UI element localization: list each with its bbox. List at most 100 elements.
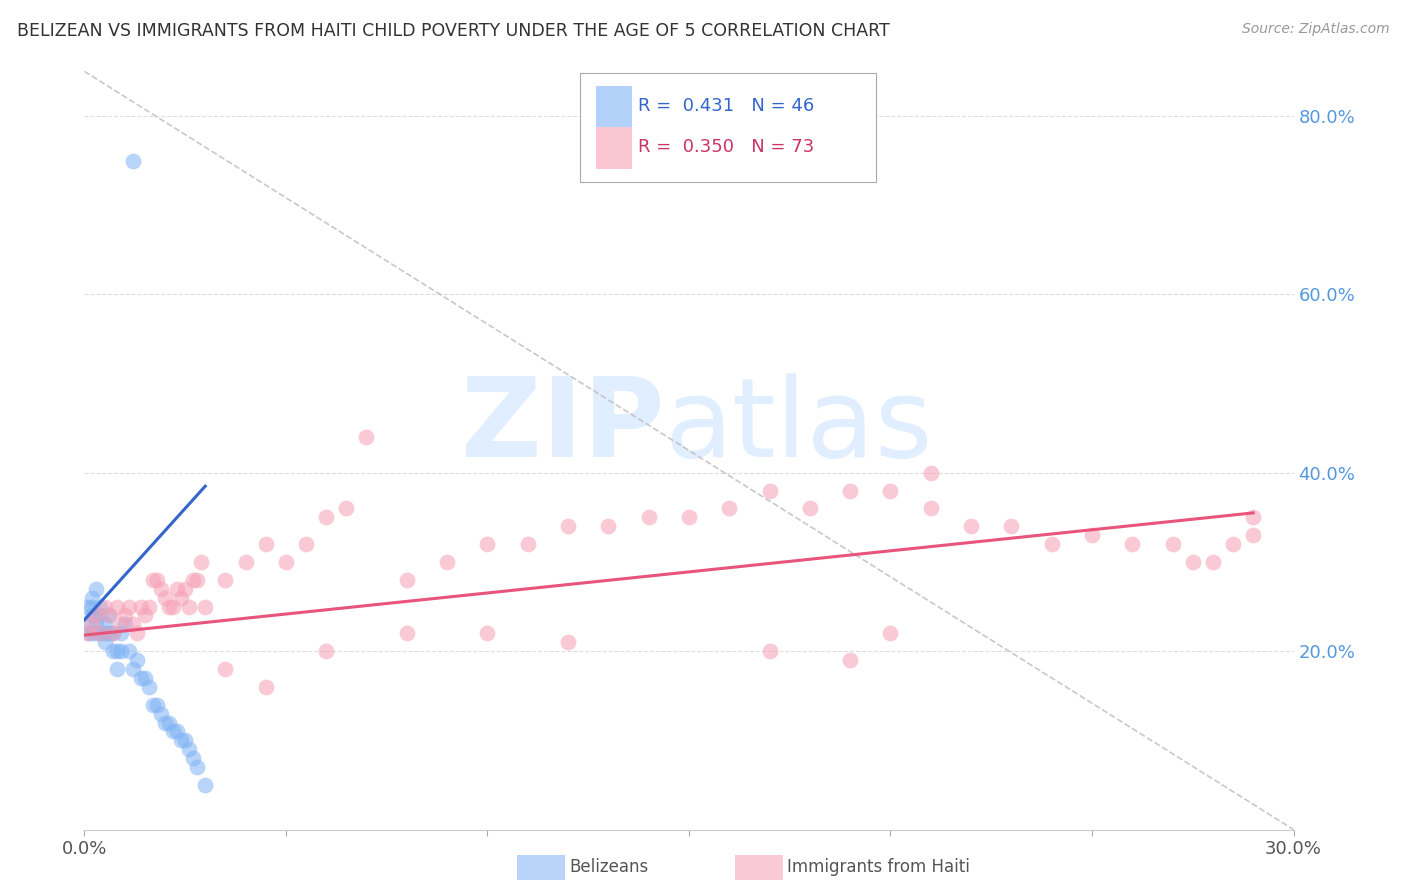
Point bbox=[186, 573, 208, 587]
Text: atlas: atlas bbox=[665, 373, 934, 480]
Point bbox=[138, 599, 160, 614]
Point bbox=[110, 617, 132, 632]
Point bbox=[101, 626, 124, 640]
Point bbox=[214, 573, 236, 587]
Point bbox=[477, 537, 499, 551]
Text: R =  0.431   N = 46: R = 0.431 N = 46 bbox=[638, 97, 814, 115]
Point bbox=[121, 617, 143, 632]
Point bbox=[82, 608, 104, 623]
Point bbox=[170, 591, 193, 605]
Point bbox=[166, 582, 188, 596]
Point bbox=[718, 501, 741, 516]
Point bbox=[77, 626, 100, 640]
Point bbox=[839, 483, 862, 498]
Point bbox=[153, 591, 176, 605]
Point bbox=[179, 599, 201, 614]
Point bbox=[125, 626, 148, 640]
Point bbox=[86, 608, 108, 623]
Text: Source: ZipAtlas.com: Source: ZipAtlas.com bbox=[1241, 22, 1389, 37]
Point bbox=[758, 644, 780, 658]
Point bbox=[1202, 555, 1225, 569]
Point bbox=[89, 626, 111, 640]
Point bbox=[114, 608, 136, 623]
Point bbox=[356, 430, 378, 444]
Point bbox=[86, 617, 108, 632]
Point bbox=[839, 653, 862, 667]
Point bbox=[101, 626, 124, 640]
Point bbox=[121, 662, 143, 676]
Point bbox=[101, 644, 124, 658]
Point bbox=[1000, 519, 1022, 533]
Point bbox=[105, 644, 128, 658]
Point bbox=[235, 555, 257, 569]
Point bbox=[77, 617, 100, 632]
Point bbox=[77, 599, 100, 614]
Point bbox=[77, 626, 100, 640]
Point bbox=[93, 617, 115, 632]
Point bbox=[1161, 537, 1184, 551]
Point bbox=[274, 555, 297, 569]
Point bbox=[93, 635, 115, 649]
Point bbox=[174, 582, 197, 596]
Point bbox=[97, 608, 120, 623]
Point bbox=[516, 537, 538, 551]
Point bbox=[82, 599, 104, 614]
Point bbox=[82, 591, 104, 605]
Point bbox=[89, 626, 111, 640]
FancyBboxPatch shape bbox=[596, 128, 631, 168]
Point bbox=[162, 724, 184, 739]
Point bbox=[93, 626, 115, 640]
Point bbox=[194, 778, 217, 792]
Point bbox=[879, 626, 901, 640]
Point bbox=[1081, 528, 1104, 542]
Point bbox=[110, 626, 132, 640]
Point bbox=[1222, 537, 1244, 551]
Point bbox=[97, 626, 120, 640]
Point bbox=[477, 626, 499, 640]
Point bbox=[134, 608, 156, 623]
Point bbox=[254, 537, 277, 551]
Point bbox=[920, 466, 942, 480]
Point bbox=[146, 698, 169, 712]
Point bbox=[170, 733, 193, 747]
Point bbox=[395, 573, 418, 587]
Point bbox=[598, 519, 620, 533]
Point bbox=[295, 537, 318, 551]
Point bbox=[105, 599, 128, 614]
Point bbox=[142, 573, 165, 587]
Point bbox=[637, 510, 659, 524]
Point bbox=[134, 671, 156, 685]
Point bbox=[118, 599, 141, 614]
Point bbox=[142, 698, 165, 712]
Point bbox=[186, 760, 208, 774]
Point bbox=[118, 644, 141, 658]
Point bbox=[149, 706, 172, 721]
Point bbox=[879, 483, 901, 498]
Point bbox=[920, 501, 942, 516]
Point bbox=[89, 608, 111, 623]
Point bbox=[121, 153, 143, 168]
Point bbox=[1040, 537, 1063, 551]
Point bbox=[181, 573, 204, 587]
Point bbox=[315, 644, 337, 658]
Point bbox=[194, 599, 217, 614]
Point bbox=[181, 751, 204, 765]
Point bbox=[1241, 528, 1264, 542]
Point bbox=[1181, 555, 1204, 569]
Point bbox=[557, 519, 579, 533]
Point bbox=[82, 626, 104, 640]
Point bbox=[254, 680, 277, 694]
Point bbox=[174, 733, 197, 747]
Point bbox=[315, 510, 337, 524]
Point bbox=[758, 483, 780, 498]
Text: Immigrants from Haiti: Immigrants from Haiti bbox=[787, 858, 970, 876]
Point bbox=[157, 599, 180, 614]
Text: R =  0.350   N = 73: R = 0.350 N = 73 bbox=[638, 137, 814, 155]
Point bbox=[179, 742, 201, 756]
Point bbox=[190, 555, 212, 569]
Point bbox=[86, 608, 108, 623]
Point bbox=[82, 617, 104, 632]
Text: Belizeans: Belizeans bbox=[569, 858, 648, 876]
Point bbox=[153, 715, 176, 730]
Point bbox=[93, 599, 115, 614]
